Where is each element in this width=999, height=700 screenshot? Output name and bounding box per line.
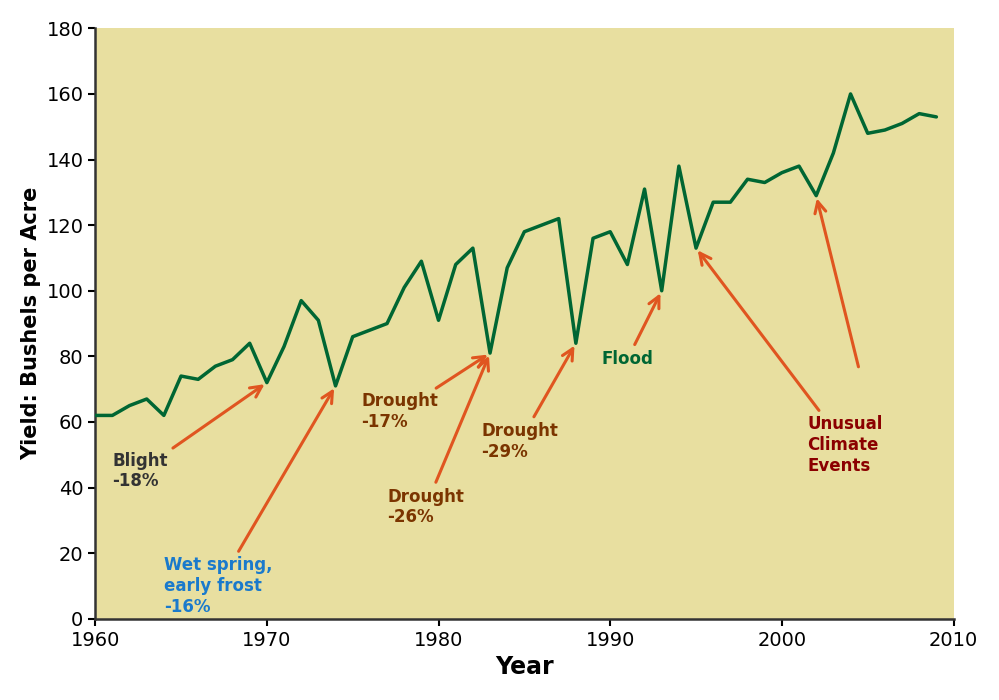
X-axis label: Year: Year [496, 655, 553, 679]
Text: Unusual
Climate
Events: Unusual Climate Events [699, 253, 883, 475]
Text: Drought
-26%: Drought -26% [387, 359, 489, 526]
Text: Wet spring,
early frost
-16%: Wet spring, early frost -16% [164, 391, 333, 616]
Text: Flood: Flood [601, 296, 659, 368]
Text: Drought
-29%: Drought -29% [482, 349, 572, 461]
Text: Blight
-18%: Blight -18% [112, 386, 262, 490]
Y-axis label: Yield: Bushels per Acre: Yield: Bushels per Acre [21, 187, 41, 461]
Text: Drought
-17%: Drought -17% [362, 356, 485, 431]
